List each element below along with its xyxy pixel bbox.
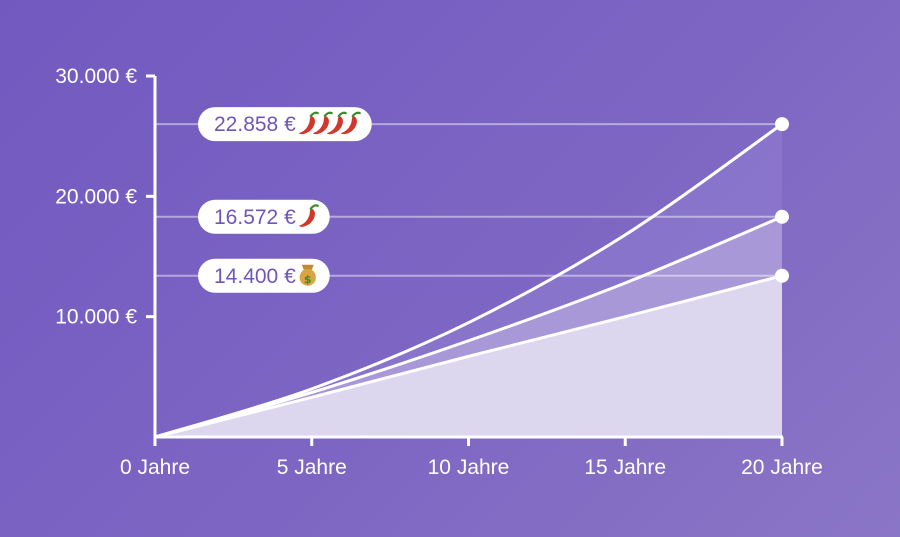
value-pill-1: 14.400 € $ <box>198 258 330 293</box>
chili-pepper-icon <box>340 111 361 135</box>
x-tick-label: 15 Jahre <box>584 456 666 479</box>
y-ticks: 10.000 € 20.000 € 30.000 € <box>55 65 155 329</box>
x-tick-label: 0 Jahre <box>120 456 190 479</box>
series-end-point-1 <box>775 268 789 283</box>
series-end-point-2 <box>775 209 789 224</box>
x-tick-label: 5 Jahre <box>277 456 347 479</box>
value-pill-label: 16.572 € <box>214 206 296 229</box>
chili-pepper-icon <box>326 111 347 135</box>
value-pill-2: 16.572 € <box>198 199 330 234</box>
chili-pepper-icon <box>312 111 333 135</box>
money-bag-icon: $ <box>299 264 316 286</box>
y-tick-label: 20.000 € <box>55 185 137 208</box>
value-pill-background <box>198 258 330 293</box>
chili-pepper-icon <box>298 204 319 227</box>
series-end-point-3 <box>775 117 789 132</box>
x-tick-label: 20 Jahre <box>741 456 823 479</box>
value-pill-background <box>198 199 330 234</box>
y-tick-label: 10.000 € <box>55 306 137 329</box>
value-pill-3: 22.858 € <box>198 107 372 142</box>
value-pill-label: 14.400 € <box>214 265 296 288</box>
value-pill-label: 22.858 € <box>214 113 296 136</box>
value-pills: 14.400 € $16.572 € 22.858 € <box>198 107 372 293</box>
chili-pepper-icon <box>298 111 319 135</box>
x-tick-label: 10 Jahre <box>428 456 510 479</box>
series-line-2 <box>153 215 784 439</box>
series-line-1 <box>153 274 784 439</box>
x-ticks: 0 Jahre 5 Jahre 10 Jahre 15 Jahre 20 Jahre <box>120 437 823 479</box>
y-tick-label: 30.000 € <box>55 65 137 88</box>
area-fills <box>155 124 782 437</box>
value-pill-background <box>198 107 372 142</box>
series-line-3 <box>153 122 784 439</box>
svg-text:$: $ <box>304 273 312 286</box>
series-end-points <box>775 117 789 283</box>
series-lines <box>153 122 784 439</box>
area-band-low <box>155 275 782 437</box>
